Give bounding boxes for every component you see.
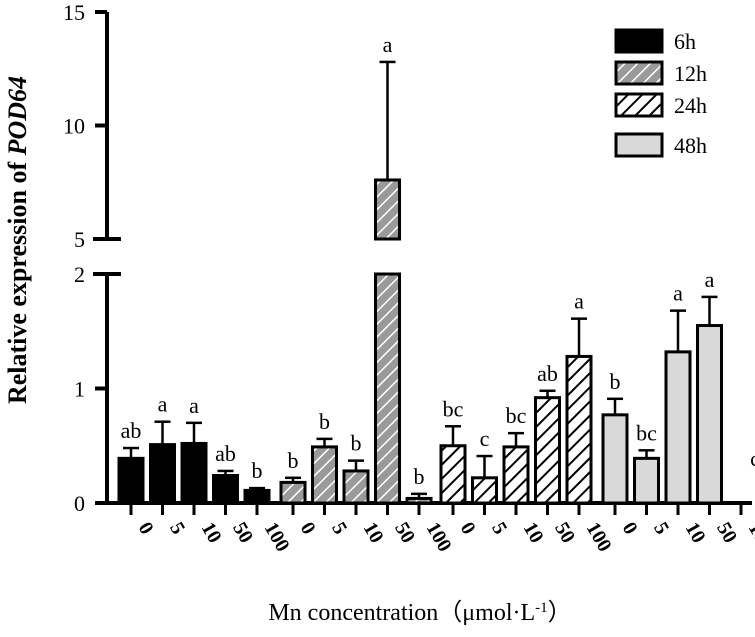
significance-letter: a (189, 393, 199, 418)
significance-letter: ab (215, 441, 236, 466)
significance-letter: c (480, 426, 490, 451)
bar (243, 488, 271, 505)
y-tick-label: 1 (74, 377, 85, 402)
y-axis-title: Relative expression of POD64 (3, 76, 32, 404)
legend-label: 24h (674, 93, 707, 118)
bar-upper-segment (374, 178, 401, 241)
legend: 6h 12h 24h 48h (614, 28, 707, 158)
y-tick-label: 0 (74, 491, 85, 516)
x-tick-label: 5 (165, 519, 189, 539)
legend-label: 12h (674, 61, 707, 86)
significance-letter: b (319, 409, 330, 434)
legend-swatch (614, 60, 664, 86)
x-tick-label: 5 (649, 519, 673, 539)
x-tick-label: 0 (618, 519, 642, 539)
bar (180, 441, 208, 505)
y-tick-label: 10 (63, 114, 85, 139)
x-tick-label: 50 (550, 519, 579, 547)
x-tick-label: 5 (327, 519, 351, 539)
x-tick-label: 100 (260, 519, 294, 556)
y-tick-label: 15 (63, 0, 85, 25)
significance-letter: a (705, 267, 715, 292)
legend-label: 48h (674, 133, 707, 158)
x-tick-label: 0 (296, 519, 320, 539)
x-tick-label: 0 (134, 519, 158, 539)
significance-letter: b (610, 369, 621, 394)
significance-letter: bc (636, 420, 657, 445)
x-axis-title-sup: -1 (535, 600, 548, 616)
significance-letter: ab (121, 418, 142, 443)
x-tick-label: 10 (519, 519, 548, 547)
bar (565, 354, 593, 505)
x-tick-label: 5 (487, 519, 511, 539)
bar (534, 396, 561, 505)
x-axis-title-prefix: Mn concentration（μmol·L (268, 600, 535, 626)
bar (405, 496, 433, 505)
bar (633, 456, 660, 505)
significance-letter: a (383, 32, 393, 57)
x-axis-title-suffix: ） (548, 600, 572, 626)
bar (471, 476, 498, 505)
y-tick-label: 5 (74, 227, 85, 252)
significance-letter: b (351, 431, 362, 456)
x-tick-label: 0 (456, 519, 480, 539)
bar (342, 469, 370, 505)
legend-swatch (614, 92, 664, 118)
x-axis-title: Mn concentration（μmol·L-1） (268, 600, 571, 626)
legend-swatch (614, 28, 664, 54)
x-tick-label: 100 (582, 519, 616, 556)
significance-letter: bc (506, 403, 527, 428)
bar (117, 456, 145, 505)
bar (149, 443, 176, 505)
bar (601, 413, 629, 505)
x-tick-label: 10 (359, 519, 388, 547)
x-tick-label: 100 (744, 519, 755, 556)
significance-letter: ab (537, 361, 558, 386)
bar (696, 324, 723, 505)
bar (311, 445, 338, 505)
bar (212, 474, 239, 505)
significance-letter: b (252, 458, 263, 483)
x-tick-label: 50 (712, 519, 741, 547)
x-tick-label: 100 (422, 519, 456, 556)
legend-swatch (614, 132, 664, 158)
legend-label: 6h (674, 29, 696, 54)
significance-letter: bc (443, 396, 464, 421)
significance-letter: a (158, 392, 168, 417)
y-axis-title-prefix: Relative expression of (3, 155, 32, 404)
significance-letter: a (673, 281, 683, 306)
bar (502, 445, 530, 505)
bar (374, 272, 401, 505)
bar (279, 480, 307, 505)
bar (664, 350, 692, 505)
bar (439, 444, 467, 505)
x-tick-label: 50 (228, 519, 257, 547)
y-axis-title-gene: POD64 (3, 76, 32, 156)
y-tick-label: 2 (74, 262, 85, 287)
x-tick-label: 10 (681, 519, 710, 547)
significance-letter: b (288, 448, 299, 473)
x-tick-label: 10 (197, 519, 226, 547)
significance-letter: c (750, 446, 755, 471)
x-tick-label: 50 (390, 519, 419, 547)
significance-letter: a (574, 289, 584, 314)
significance-letter: b (414, 464, 425, 489)
